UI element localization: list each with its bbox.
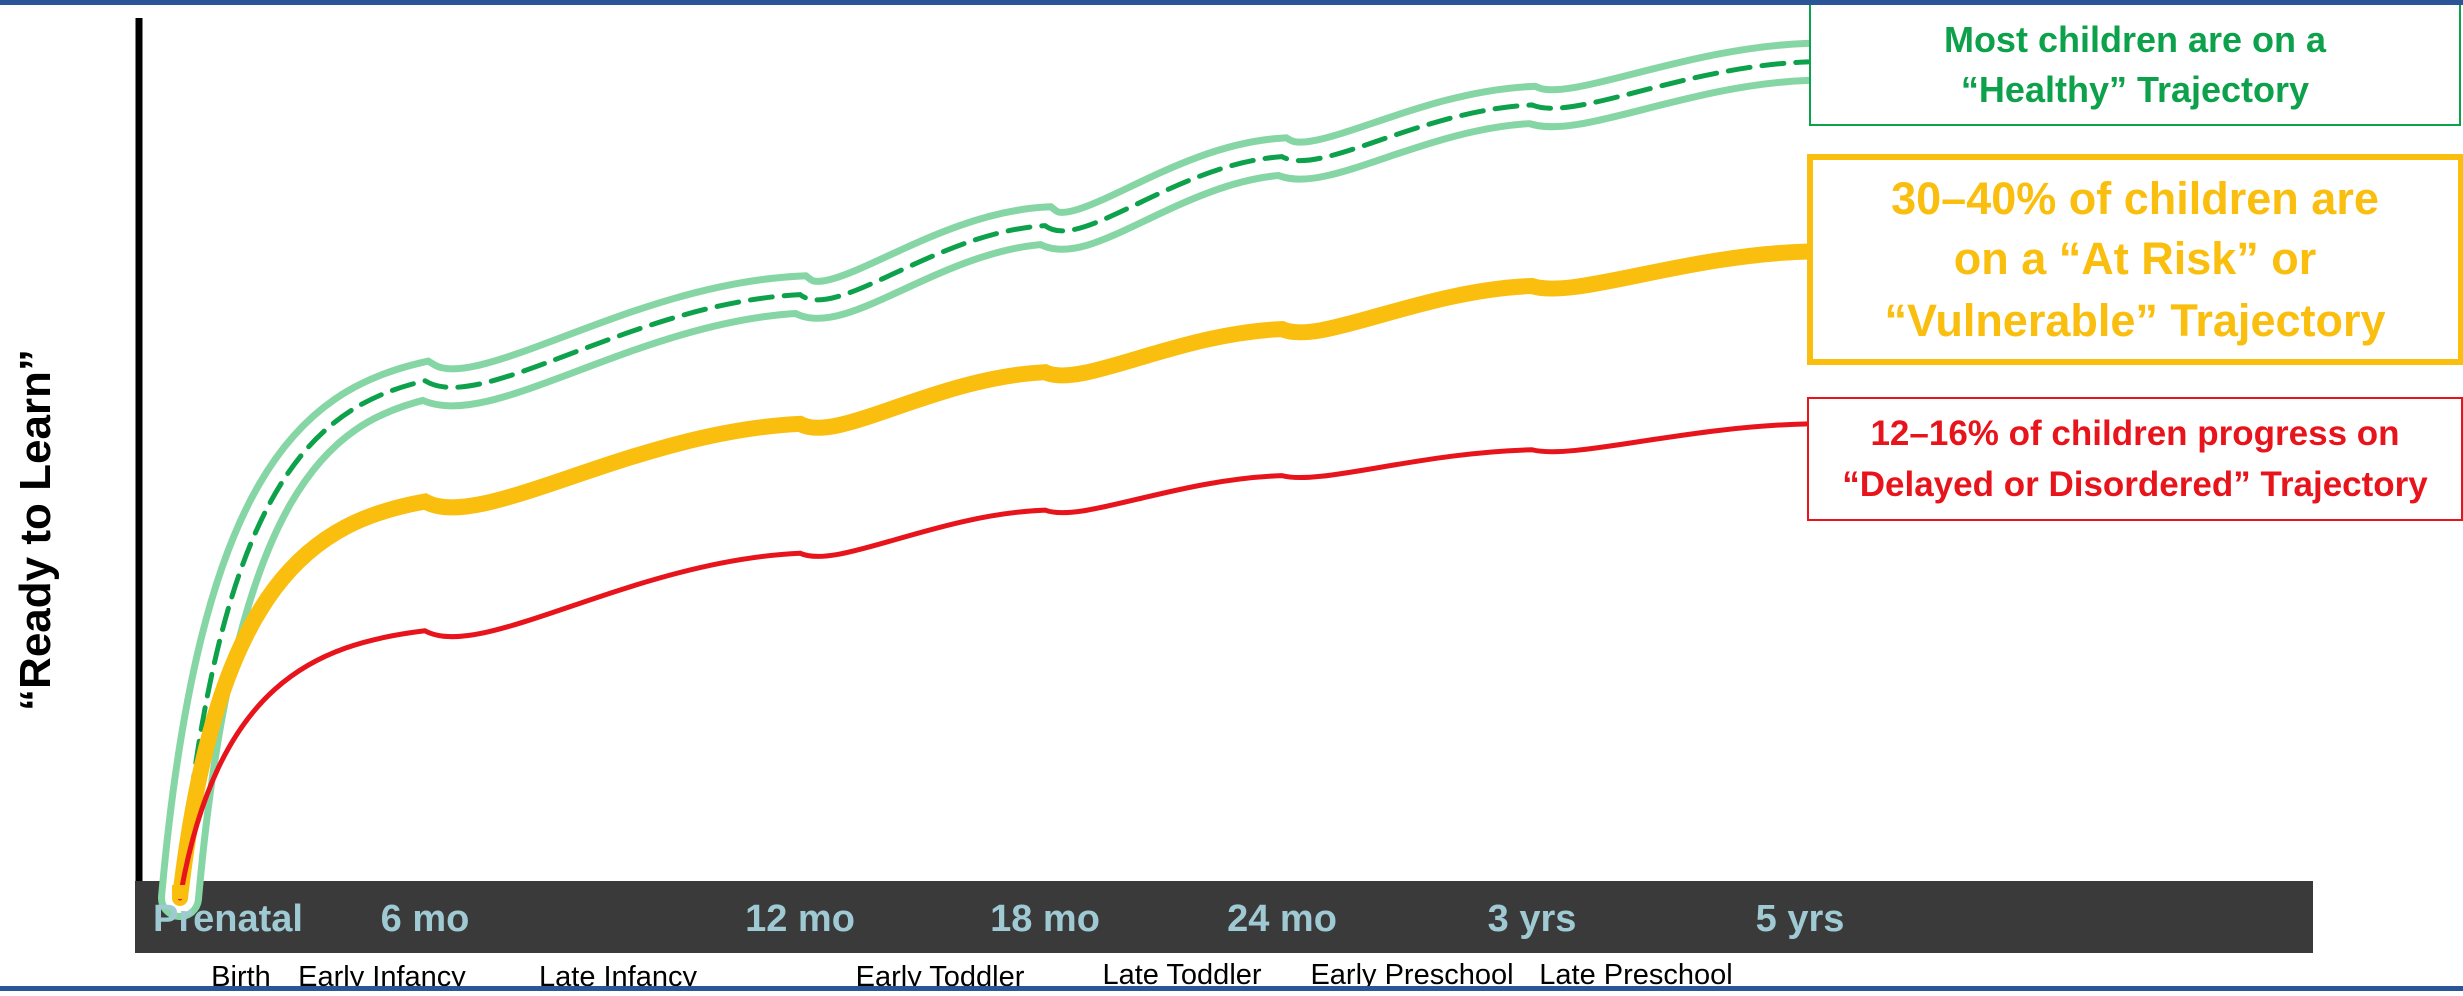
healthy-band <box>158 39 1830 920</box>
series-layer <box>158 39 1830 920</box>
x-tick-label: 3 yrs <box>1488 898 1577 940</box>
at-risk-callout-box <box>1807 154 2463 365</box>
delayed-callout-line: 12–16% of children progress on <box>1870 414 2399 453</box>
healthy-callout-line: Most children are on a <box>1944 19 2327 60</box>
x-tick-label: 24 mo <box>1227 898 1337 940</box>
x-tick-label: 6 mo <box>381 898 470 940</box>
healthy-callout: Most children are on a “Healthy” Traject… <box>1809 2 2461 126</box>
y-axis-label: “Ready to Learn” <box>11 349 60 711</box>
healthy-callout-line: “Healthy” Trajectory <box>1961 69 2309 110</box>
at-risk-callout-line: on a “At Risk” or <box>1954 233 2317 284</box>
bottom-border <box>0 986 2463 991</box>
top-border <box>0 0 2463 5</box>
x-tick-label: 12 mo <box>745 898 855 940</box>
x-tick-label: 18 mo <box>990 898 1100 940</box>
healthy-callout-box <box>1809 2 2461 126</box>
delayed-callout-box <box>1807 397 2463 521</box>
delayed-callout-line: “Delayed or Disordered” Trajectory <box>1842 465 2428 504</box>
healthy-line <box>177 59 1811 901</box>
x-tick-label: Prenatal <box>153 898 303 940</box>
x-tick-label: 5 yrs <box>1756 898 1845 940</box>
stage-label: Late Toddler <box>1102 959 1261 991</box>
delayed-line <box>177 421 1811 901</box>
delayed-callout: 12–16% of children progress on “Delayed … <box>1807 397 2463 521</box>
stage-label: Early Preschool <box>1310 959 1513 991</box>
at-risk-callout-line: “Vulnerable” Trajectory <box>1884 295 2385 346</box>
x-tick-layer: Prenatal 6 mo 12 mo 18 mo 24 mo 3 yrs 5 … <box>153 898 1844 940</box>
at-risk-callout-line: 30–40% of children are <box>1891 173 2379 224</box>
timeline-bar <box>135 881 2313 953</box>
stage-label: Late Preschool <box>1539 959 1732 991</box>
origin-marker <box>172 885 186 899</box>
at-risk-callout: 30–40% of children are on a “At Risk” or… <box>1807 154 2463 365</box>
at_risk-line <box>172 243 1816 906</box>
healthy-band-inner <box>165 46 1823 913</box>
